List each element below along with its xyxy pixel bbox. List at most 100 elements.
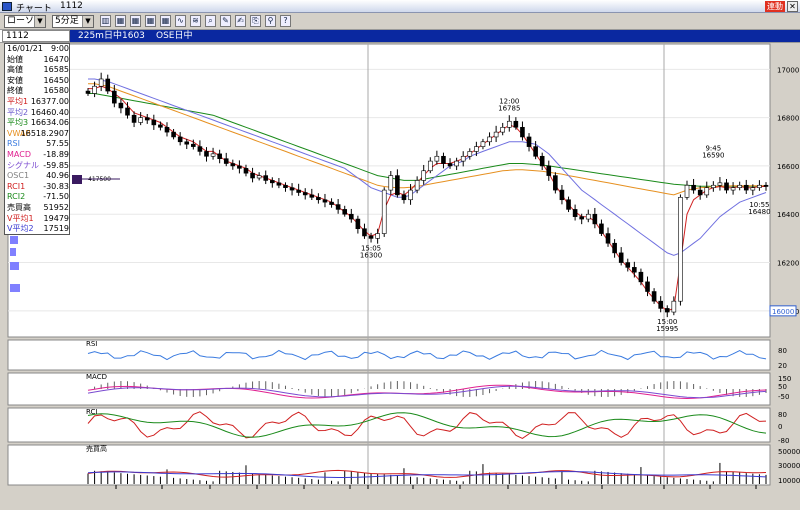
candle-body: [85, 90, 91, 94]
candle-body: [572, 209, 578, 217]
candle-body: [454, 160, 459, 167]
candle-body: [184, 141, 190, 145]
data-panel-row: V平均1 19479: [7, 214, 69, 225]
data-panel-key: 高値: [7, 65, 23, 75]
price-tick-label: 16200: [777, 260, 799, 268]
line-chart-icon[interactable]: ∿: [175, 15, 186, 27]
data-panel-key: V平均1: [7, 213, 34, 223]
candle-body: [118, 102, 124, 109]
data-panel: 16/01/21 9:00 始値 16470 高値 16585 安値 16450 終値 16580…: [4, 43, 70, 235]
chevron-down-icon[interactable]: ▼: [34, 16, 45, 27]
candle-body: [697, 189, 703, 196]
candle-body: [605, 233, 611, 244]
link-badge[interactable]: 連動: [765, 1, 785, 12]
close-icon[interactable]: ✕: [787, 1, 798, 12]
help-icon[interactable]: ?: [280, 15, 291, 27]
candle-body: [164, 126, 170, 133]
chart-type-value: ローソク: [7, 16, 44, 26]
candle-body: [717, 182, 723, 186]
candle-body: [730, 187, 736, 191]
window-title: チャート: [16, 4, 52, 14]
candle-body: [349, 213, 354, 220]
candle-body: [711, 184, 716, 188]
rci2-line: [87, 412, 767, 438]
draw-icon[interactable]: ✎: [220, 15, 231, 27]
candle-body: [204, 151, 209, 157]
candle-body: [256, 175, 262, 179]
candle-body: [559, 189, 565, 201]
candle-body: [335, 204, 341, 210]
data-panel-value: 16450: [43, 75, 69, 85]
data-panel-row: 終値 16580: [7, 86, 69, 97]
data-panel-key: OSC1: [7, 171, 30, 181]
candle-body: [743, 184, 749, 191]
annotation-time: 10:55: [749, 201, 769, 209]
volume-profile-bar: [10, 284, 20, 292]
data-panel-value: 57.55: [46, 139, 69, 149]
data-panel-value: 51952: [43, 203, 69, 212]
data-panel-value: 17519: [43, 224, 69, 234]
macd-panel: [7, 372, 771, 406]
candle-body: [296, 189, 301, 193]
candle-body: [250, 172, 255, 179]
candle-body: [506, 120, 512, 128]
vwap-line: [88, 83, 766, 196]
candle-body: [658, 300, 663, 309]
price-tick-label: 16600: [777, 163, 799, 171]
data-panel-row: OSC1 40.96: [7, 171, 69, 182]
indicator-icon[interactable]: ≋: [190, 15, 201, 27]
indicator-tick-label: 10000: [778, 477, 800, 485]
chart-type-select[interactable]: ローソク ▼: [4, 15, 46, 28]
instrument-label: 225m日中 1603 OSE日中: [70, 30, 800, 42]
chart-area[interactable]: 1700016800166001640016200160001600041750…: [0, 43, 800, 510]
candle-body: [223, 158, 229, 164]
rci1-line: [87, 411, 767, 439]
candle-body: [632, 267, 637, 273]
candle-body: [388, 175, 394, 191]
candle-body: [474, 146, 479, 152]
data-panel-value: -30.83: [43, 181, 69, 191]
current-price-label: 16000: [772, 308, 794, 316]
interval-select[interactable]: 5分足 ▼: [52, 15, 94, 28]
indicator-tick-label: -50: [778, 393, 789, 401]
candle-body: [329, 201, 334, 205]
candle-body: [368, 235, 374, 239]
candle-body: [579, 216, 584, 220]
code-input[interactable]: 1112: [2, 30, 70, 42]
data-panel-key: VWAP: [7, 128, 31, 138]
main-plot-bg: [7, 43, 771, 338]
data-panel-row: V平均2 17519: [7, 224, 69, 235]
instrument-name: 225m日中: [78, 31, 122, 41]
candle-body: [395, 175, 400, 196]
table-icon[interactable]: ▦: [115, 15, 126, 27]
zoom-icon[interactable]: ⌕: [205, 15, 216, 27]
data-panel-row: 売買高 51952: [7, 203, 69, 214]
data-panel-row: 16/01/21 9:00: [7, 44, 69, 55]
edit-icon[interactable]: ✍: [235, 15, 246, 27]
data-panel-row: RSI 57.55: [7, 139, 69, 150]
candle-body: [493, 131, 499, 138]
table-icon[interactable]: ▦: [130, 15, 141, 27]
time-axis-bar: [0, 493, 800, 507]
data-panel-value: 16460.40: [30, 107, 69, 117]
bar-chart-icon[interactable]: ▥: [100, 15, 111, 27]
chevron-down-icon[interactable]: ▼: [82, 16, 93, 27]
candle-body: [447, 163, 453, 167]
price-chart[interactable]: 1700016800166001640016200160001600041750…: [0, 43, 800, 507]
data-panel-key: RCI1: [7, 181, 26, 191]
candle-body: [427, 160, 433, 172]
volume-profile-bar: [10, 262, 19, 270]
candle-body: [401, 194, 407, 201]
table-icon[interactable]: ▦: [145, 15, 156, 27]
data-panel-key: MACD: [7, 150, 31, 159]
candle-body: [467, 151, 473, 157]
data-panel-key: RSI: [7, 139, 20, 149]
table-icon[interactable]: ▦: [160, 15, 171, 27]
volume-profile-bar: [10, 248, 16, 256]
candle-body: [276, 182, 282, 186]
indicator-tick-label: 80: [778, 347, 787, 355]
candle-body: [177, 136, 183, 143]
copy-icon[interactable]: ⎘: [250, 15, 261, 27]
data-panel-row: シグナル -59.85: [7, 161, 69, 172]
search-icon[interactable]: ⚲: [265, 15, 276, 27]
